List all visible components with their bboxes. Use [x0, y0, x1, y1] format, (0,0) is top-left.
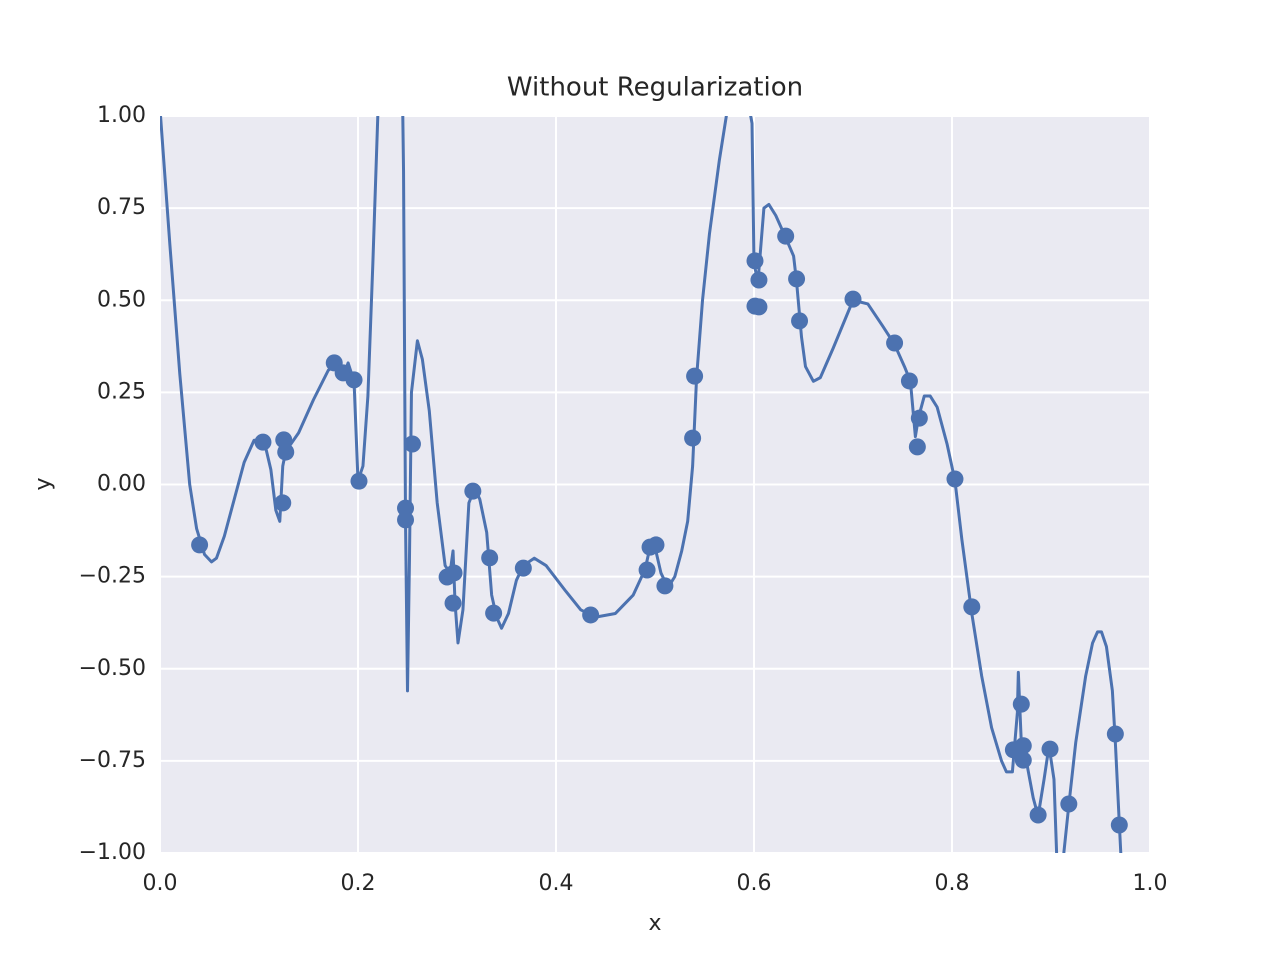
- data-point: [582, 606, 600, 624]
- data-point: [886, 334, 904, 352]
- y-tick-label: 0.50: [97, 287, 146, 312]
- data-point: [1014, 751, 1032, 769]
- x-tick-label: 0.4: [539, 871, 574, 896]
- data-point: [750, 298, 768, 316]
- y-tick-label: −0.75: [79, 748, 146, 773]
- data-point: [514, 559, 532, 577]
- data-point: [274, 494, 292, 512]
- data-point: [750, 271, 768, 289]
- data-point: [345, 371, 363, 389]
- data-point: [397, 511, 415, 529]
- x-tick-label: 1.0: [1133, 871, 1168, 896]
- data-point: [1041, 740, 1059, 758]
- data-point: [403, 435, 421, 453]
- x-tick-label: 0.2: [341, 871, 376, 896]
- chart-title: Without Regularization: [507, 73, 803, 103]
- data-point: [908, 438, 926, 456]
- data-point: [1012, 695, 1030, 713]
- x-tick-label: 0.8: [935, 871, 970, 896]
- data-point: [444, 594, 462, 612]
- y-axis-label: y: [31, 477, 56, 490]
- data-point: [445, 564, 463, 582]
- y-tick-label: −1.00: [79, 840, 146, 865]
- data-point: [791, 312, 809, 330]
- data-point: [638, 561, 656, 579]
- x-tick-label: 0.0: [143, 871, 178, 896]
- data-point: [946, 470, 964, 488]
- data-point: [1060, 795, 1078, 813]
- data-point: [844, 290, 862, 308]
- data-point: [277, 443, 295, 461]
- data-point: [656, 577, 674, 595]
- data-point: [191, 536, 209, 554]
- data-point: [686, 367, 704, 385]
- x-axis-label: x: [648, 911, 661, 936]
- data-point: [963, 598, 981, 616]
- data-point: [900, 372, 918, 390]
- y-tick-label: 0.75: [97, 195, 146, 220]
- x-tick-label: 0.6: [737, 871, 772, 896]
- data-point: [746, 252, 764, 270]
- y-tick-label: −0.25: [79, 564, 146, 589]
- data-point: [464, 482, 482, 500]
- data-point: [485, 604, 503, 622]
- y-tick-label: 0.25: [97, 379, 146, 404]
- data-point: [481, 549, 499, 567]
- data-point: [788, 270, 806, 288]
- data-point: [1029, 806, 1047, 824]
- data-point: [1106, 725, 1124, 743]
- data-point: [910, 409, 928, 427]
- data-point: [1014, 737, 1032, 755]
- y-tick-label: −0.50: [79, 656, 146, 681]
- plot-area: [160, 116, 1128, 853]
- y-tick-label: 0.00: [97, 472, 146, 497]
- data-point: [350, 472, 368, 490]
- data-point: [1110, 816, 1128, 834]
- grid: [159, 115, 1151, 854]
- data-point: [254, 433, 272, 451]
- y-tick-label: 1.00: [97, 103, 146, 128]
- ticks: 0.0 0.2 0.4 0.6 0.8 1.0 −1.00 −0.75 −0.50 −0.25 0.…: [79, 103, 1168, 896]
- data-point: [684, 429, 702, 447]
- data-point: [777, 227, 795, 245]
- data-point: [397, 499, 415, 517]
- data-point: [647, 536, 665, 554]
